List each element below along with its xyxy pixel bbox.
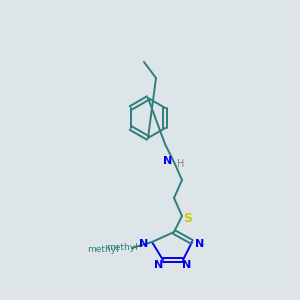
Text: N: N: [140, 239, 148, 249]
Text: S: S: [184, 212, 193, 224]
Text: H: H: [177, 159, 185, 169]
Text: methyl: methyl: [87, 244, 119, 253]
Text: N: N: [154, 260, 164, 270]
Text: N: N: [195, 239, 205, 249]
Text: methyl: methyl: [106, 242, 138, 251]
Text: N: N: [182, 260, 192, 270]
Text: N: N: [164, 156, 172, 166]
